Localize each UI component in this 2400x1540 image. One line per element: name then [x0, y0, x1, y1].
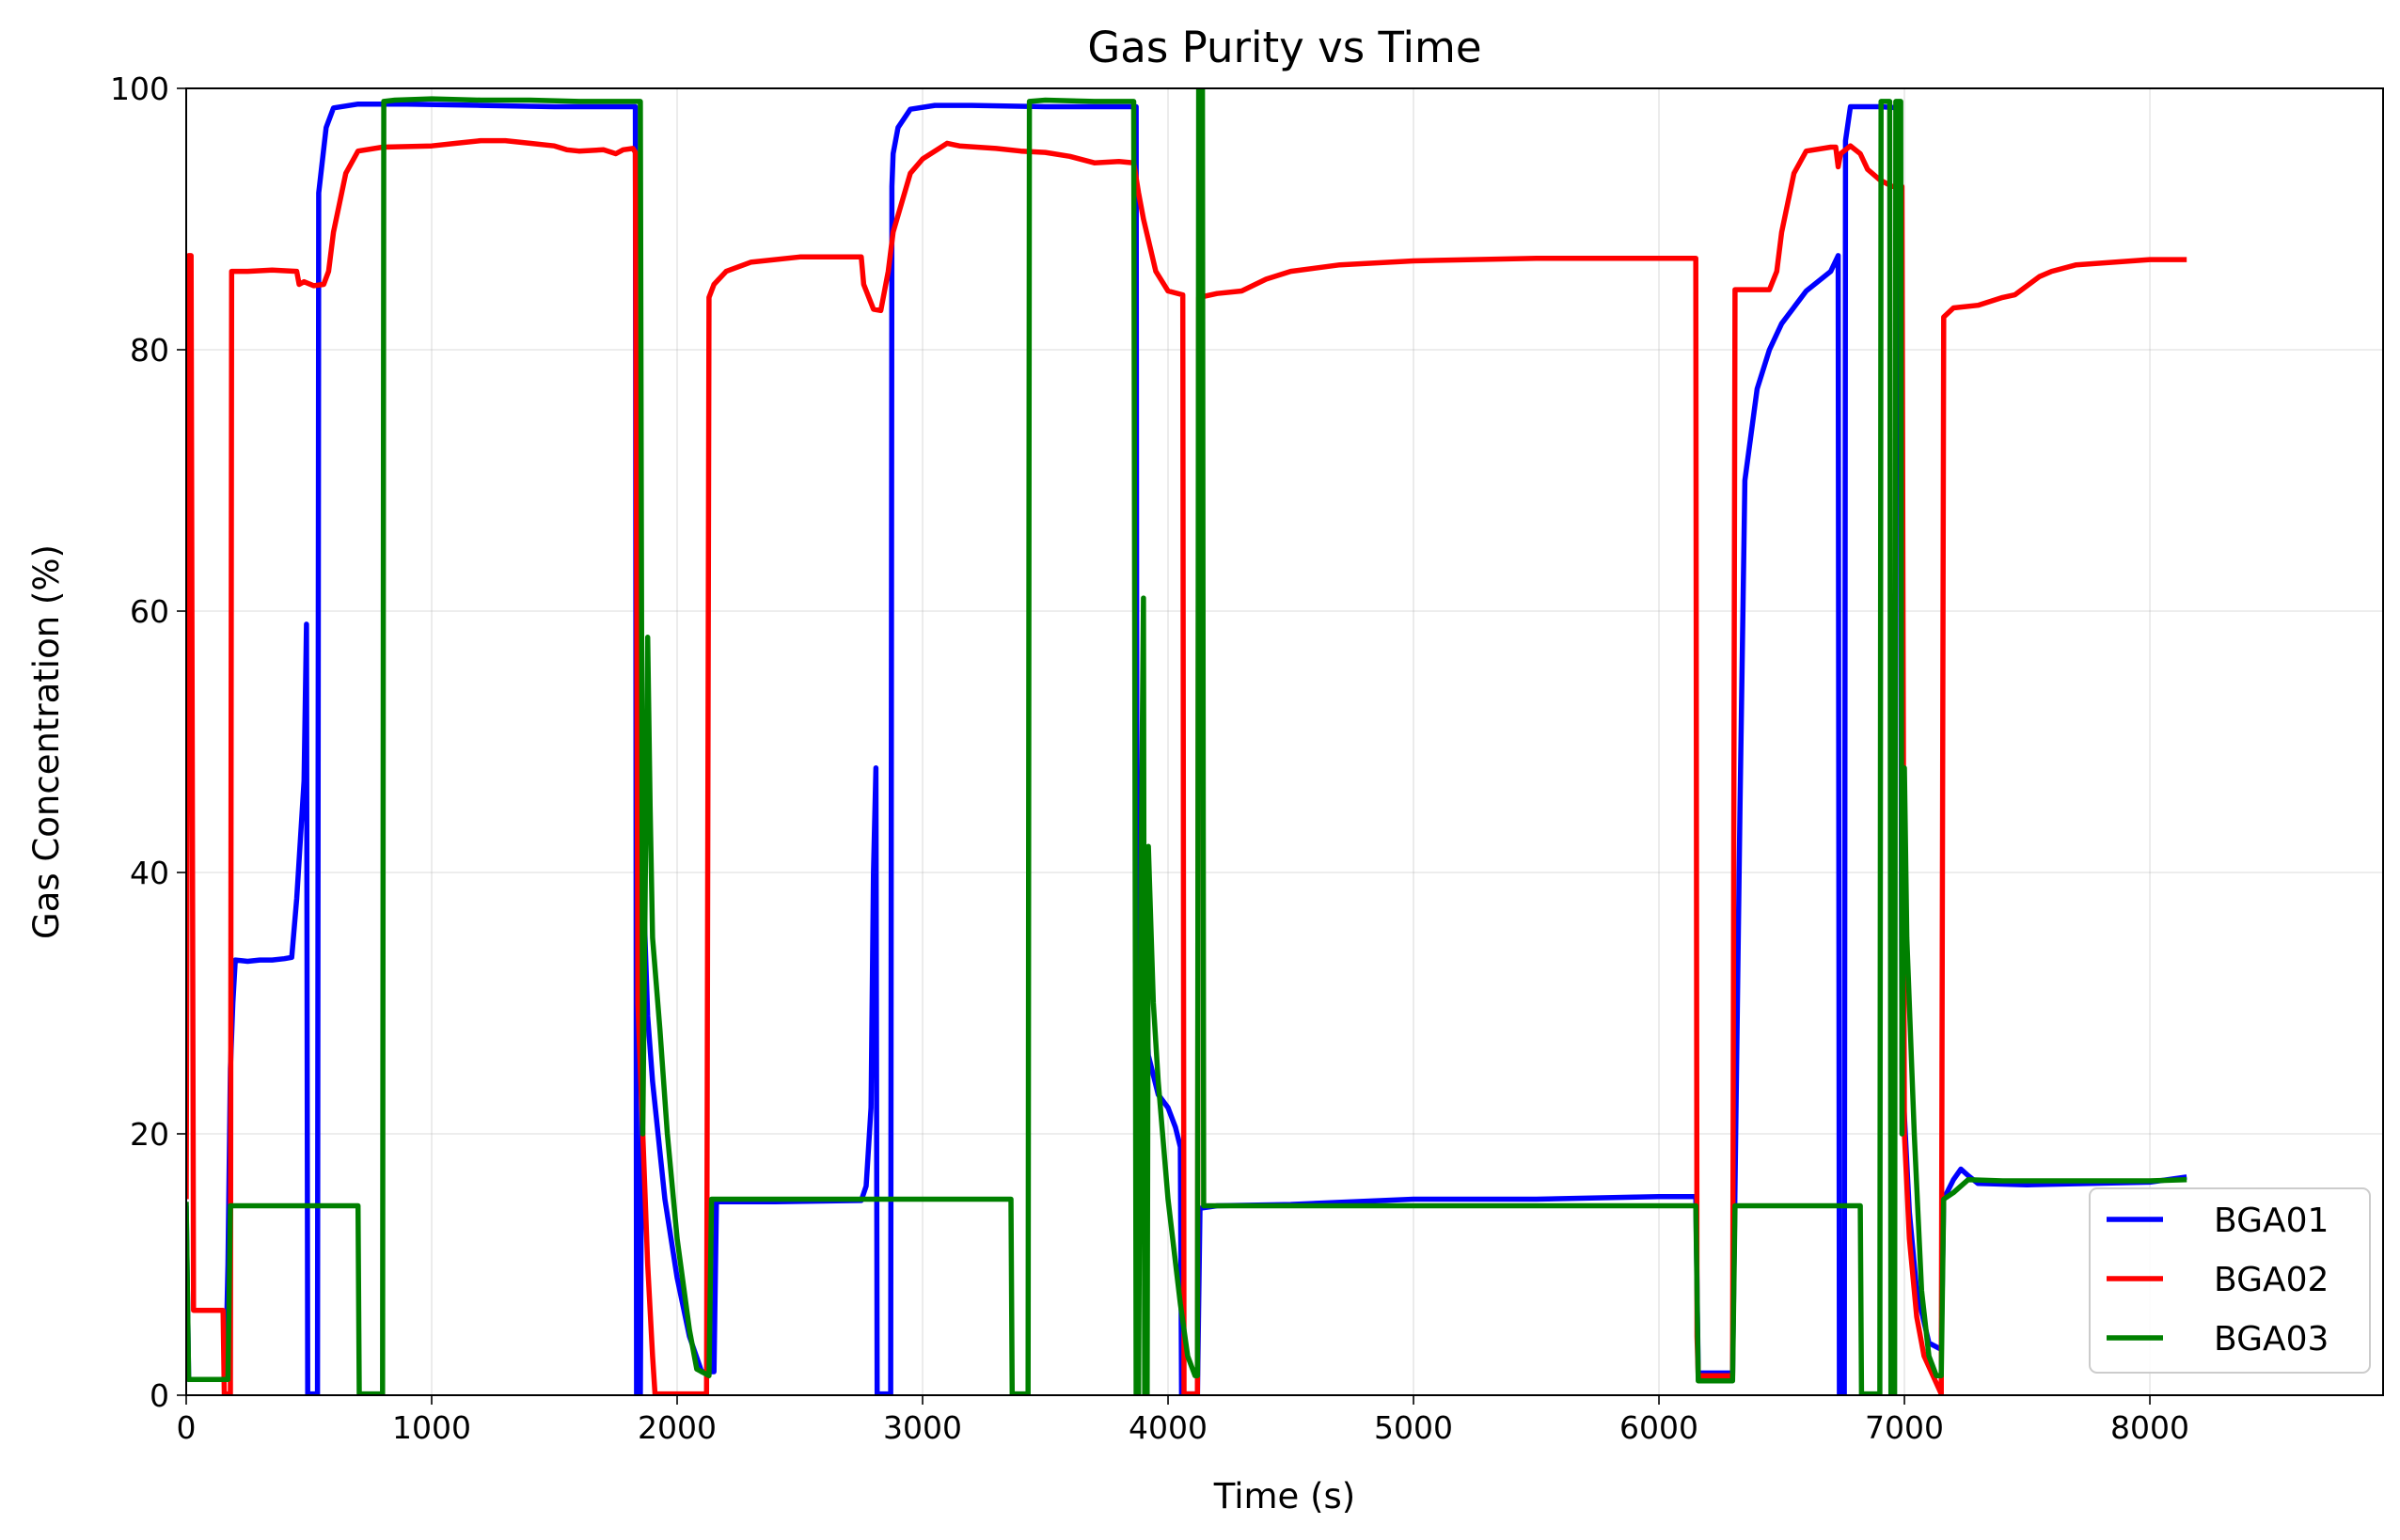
x-tick-label: 6000: [1619, 1409, 1698, 1446]
legend-label-bga01: BGA01: [2214, 1202, 2329, 1240]
legend-label-bga02: BGA02: [2214, 1261, 2329, 1299]
y-tick-label: 20: [130, 1116, 169, 1153]
axis-ticks: 0 1000 2000 3000 4000 5000 6000 7000 8000 0 20 40 60…: [110, 71, 2189, 1446]
series-line-bga02: [186, 137, 2187, 1395]
y-tick-label: 0: [150, 1377, 169, 1414]
x-axis-label: Time (s): [1213, 1476, 1355, 1516]
x-tick-label: 3000: [883, 1409, 962, 1446]
y-tick-label: 100: [110, 71, 169, 107]
x-tick-label: 0: [177, 1409, 197, 1446]
x-tick-label: 8000: [2110, 1409, 2189, 1446]
y-tick-label: 80: [130, 332, 169, 369]
series-line-bga03: [186, 88, 2187, 1395]
y-tick-label: 40: [130, 855, 169, 891]
plot-frame: [185, 87, 2384, 1396]
x-tick-label: 2000: [638, 1409, 717, 1446]
y-tick-label: 60: [130, 593, 169, 630]
legend-label-bga03: BGA03: [2214, 1320, 2329, 1359]
legend: BGA01 BGA02 BGA03: [2089, 1187, 2371, 1374]
x-tick-label: 4000: [1129, 1409, 1208, 1446]
x-tick-label: 1000: [392, 1409, 471, 1446]
x-tick-label: 7000: [1865, 1409, 1944, 1446]
y-axis-label: Gas Concentration (%): [26, 544, 67, 939]
legend-box: [2089, 1187, 2371, 1374]
series-layer: [186, 88, 2187, 1395]
x-tick-label: 5000: [1374, 1409, 1453, 1446]
chart-title: Gas Purity vs Time: [1087, 23, 1481, 72]
series-line-bga01: [186, 101, 2187, 1395]
